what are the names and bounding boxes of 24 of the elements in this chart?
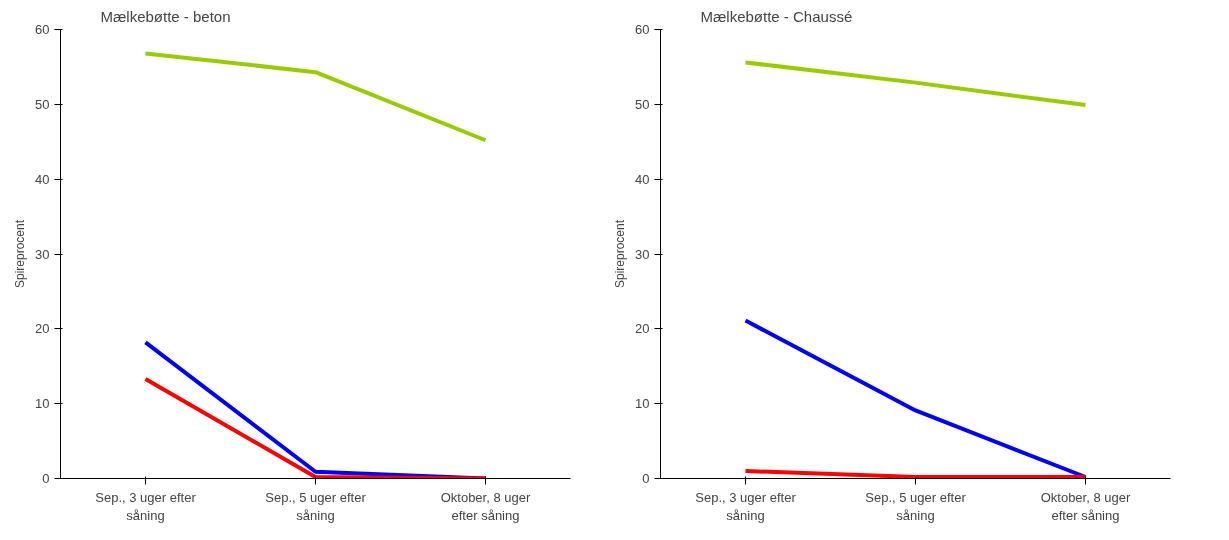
chart-title: Mælkebøtte - beton [100, 7, 231, 25]
y-axis-title: Spireprocent [13, 219, 28, 289]
x-tick-label: Sep., 5 uger efter såning [265, 489, 367, 523]
y-tick-label: 20 [635, 321, 650, 337]
y-tick-label: 40 [35, 171, 50, 187]
y-tick-label: 20 [35, 321, 50, 337]
chart-title: Mælkebøtte - Chaussé [700, 7, 853, 25]
y-tick-label: 60 [35, 22, 50, 37]
x-tick-label: Oktober, 8 uger efter såning [440, 489, 531, 523]
y-tick-label: 0 [642, 471, 650, 486]
y-tick-label: 0 [42, 471, 50, 486]
y-tick-label: 60 [635, 22, 650, 37]
y-tick-label: 30 [635, 246, 650, 262]
y-tick-label: 10 [635, 396, 650, 412]
x-tick-label: Sep., 5 uger efter såning [865, 489, 967, 523]
y-tick-label: 30 [35, 246, 50, 262]
y-axis-title: Spireprocent [613, 219, 628, 289]
y-tick-label: 10 [35, 396, 50, 412]
x-tick-label: Sep., 3 uger efter såning [695, 489, 797, 523]
y-tick-label: 50 [635, 96, 650, 112]
y-tick-label: 50 [35, 96, 50, 112]
x-tick-label: Oktober, 8 uger efter såning [1040, 489, 1131, 523]
x-tick-label: Sep., 3 uger efter såning [95, 489, 197, 523]
y-tick-label: 40 [635, 171, 650, 187]
